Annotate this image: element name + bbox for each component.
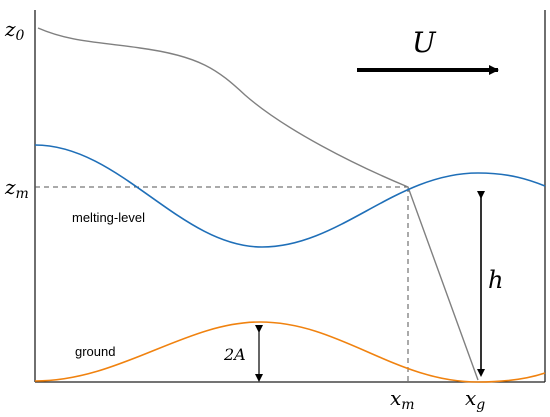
xm-label: xm: [390, 386, 415, 413]
two-a-label: 2A: [223, 345, 246, 364]
xg-label: xg: [465, 386, 485, 413]
u-label: U: [412, 26, 437, 59]
zm-label: zm: [4, 175, 29, 202]
trajectory-curve: [37, 27, 479, 381]
h-label: h: [488, 266, 503, 294]
melting-level-label: melting-level: [72, 210, 145, 225]
z0-label: z0: [4, 17, 25, 44]
ground-curve: [34, 321, 546, 383]
ground-label: ground: [75, 344, 115, 359]
melting-level-curve: [34, 144, 546, 248]
